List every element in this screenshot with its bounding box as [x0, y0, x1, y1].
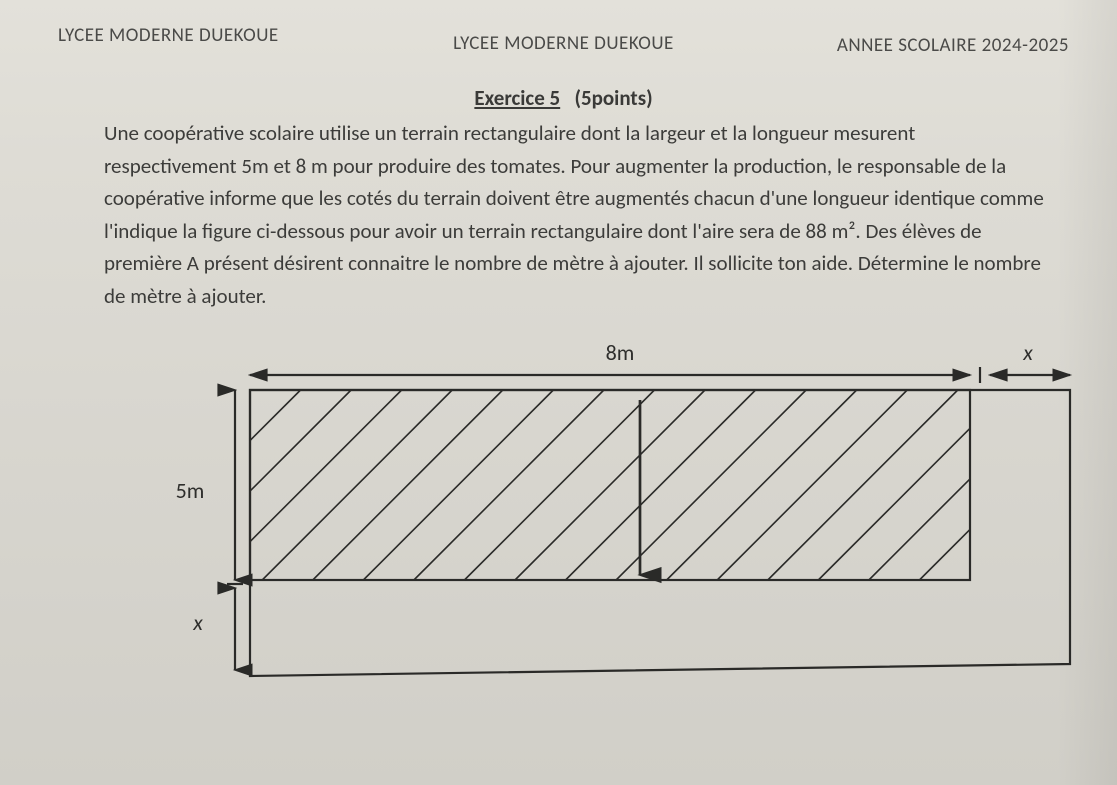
outer-rect — [250, 390, 1070, 676]
header-row: LYCEE MODERNE DUEKOUE LYCEE MODERNE DUEK… — [50, 24, 1077, 57]
header-left: LYCEE MODERNE DUEKOUE — [58, 24, 395, 47]
hatch-line — [414, 390, 604, 580]
hatch-line — [250, 390, 301, 441]
hatch-line — [566, 390, 756, 580]
diagram-svg: 8m x 5m x — [120, 330, 1100, 690]
label-8m: 8m — [606, 339, 635, 366]
hatch-line — [818, 429, 970, 581]
exercise-label: Exercice 5 — [474, 85, 560, 111]
hatch-line — [250, 390, 351, 491]
label-x-left: x — [192, 609, 203, 636]
diagram: 8m x 5m x — [120, 330, 1100, 690]
hatch-line — [869, 479, 970, 580]
hatch-line — [616, 390, 806, 580]
label-x-top: x — [1022, 339, 1033, 366]
hatch-line — [717, 390, 907, 580]
header-center: LYCEE MODERNE DUEKOUE — [395, 24, 732, 55]
page-root: LYCEE MODERNE DUEKOUE LYCEE MODERNE DUEK… — [0, 0, 1117, 785]
hatch-line — [667, 390, 857, 580]
label-5m: 5m — [176, 477, 205, 504]
hatch-line — [768, 390, 958, 580]
exercise-paragraph: Une coopérative scolaire utilise un terr… — [50, 117, 1077, 312]
hatch-line — [919, 530, 970, 581]
hatch-line — [464, 390, 654, 580]
hatch-line — [515, 390, 705, 580]
exercise-points: (5points) — [574, 85, 652, 111]
exercise-title: Exercice 5 (5points) — [50, 85, 1077, 111]
hatch-line — [363, 390, 553, 580]
header-right: ANNEE SCOLAIRE 2024-2025 — [732, 24, 1069, 57]
hatch-line — [313, 390, 503, 580]
hatch-line — [250, 390, 402, 542]
hatch-line — [262, 390, 452, 580]
